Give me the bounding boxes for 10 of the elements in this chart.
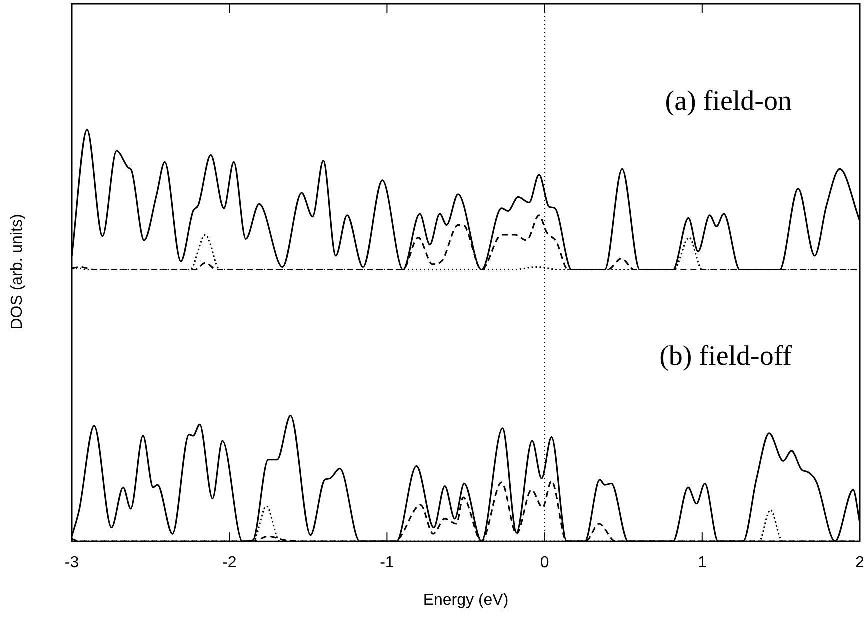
x-axis-title: Energy (eV) xyxy=(423,592,509,609)
x-tick-label: 1 xyxy=(698,554,707,572)
text: (a) field-on xyxy=(665,86,792,117)
x-tick-label: -1 xyxy=(380,554,394,572)
text: (b) field-off xyxy=(660,341,793,372)
y-axis-title: DOS (arb. units) xyxy=(9,214,27,330)
x-tick-label: -3 xyxy=(64,554,80,572)
x-tick-label: 0 xyxy=(540,554,550,572)
x-tick-label: 2 xyxy=(856,554,865,572)
x-tick-label: -2 xyxy=(222,554,237,572)
